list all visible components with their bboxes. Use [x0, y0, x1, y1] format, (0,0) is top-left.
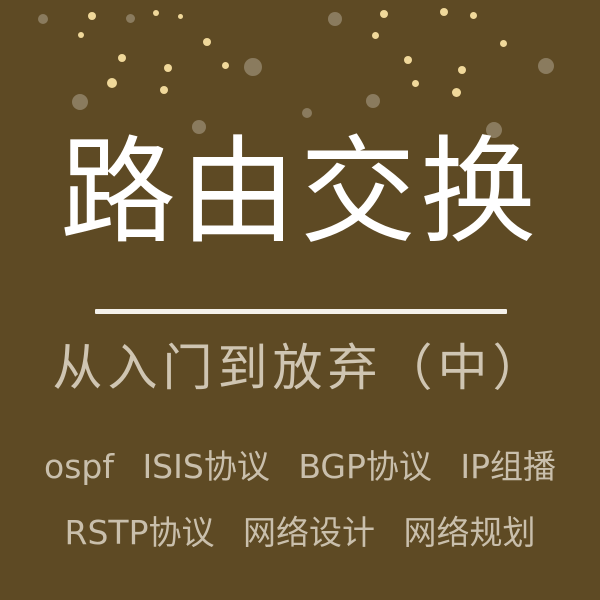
bokeh-dot	[302, 108, 312, 118]
bokeh-dot	[244, 58, 262, 76]
bokeh-dot	[500, 40, 507, 47]
bokeh-dot	[328, 12, 342, 26]
topic-network-planning: 网络规划	[403, 513, 535, 552]
bokeh-dot	[380, 10, 388, 18]
topic-ospf: ospf	[44, 447, 114, 486]
title-underline	[95, 309, 507, 314]
topic-rstp: RSTP协议	[65, 513, 215, 552]
bokeh-dot	[38, 14, 48, 24]
topic-isis: ISIS协议	[142, 447, 269, 486]
bokeh-dot	[118, 54, 126, 62]
bokeh-dot	[366, 94, 380, 108]
bokeh-dot	[178, 14, 183, 19]
bokeh-dot	[538, 58, 554, 74]
topics-line-1: ospf ISIS协议 BGP协议 IP组播	[0, 444, 600, 490]
bokeh-dot	[458, 66, 466, 74]
bokeh-dot	[72, 94, 88, 110]
bokeh-dot	[470, 12, 477, 19]
bokeh-dot	[372, 32, 379, 39]
bokeh-dot	[78, 32, 84, 38]
bokeh-dot	[107, 78, 117, 88]
cover-subtitle: 从入门到放弃（中）	[0, 332, 600, 404]
cover-title: 路由交换	[0, 118, 600, 268]
bokeh-dot	[440, 8, 448, 16]
bokeh-dot	[88, 12, 96, 20]
bokeh-dot	[164, 64, 172, 72]
bokeh-dot	[153, 10, 159, 16]
topics-line-2: RSTP协议 网络设计 网络规划	[0, 510, 600, 556]
bokeh-dot	[452, 88, 461, 97]
bokeh-dot	[160, 86, 168, 94]
bokeh-dot	[222, 62, 229, 69]
bokeh-dot	[203, 38, 211, 46]
topic-network-design: 网络设计	[243, 513, 375, 552]
topic-bgp: BGP协议	[298, 447, 432, 486]
bokeh-dot	[126, 14, 135, 23]
bokeh-dot	[412, 80, 419, 87]
topic-ip-multicast: IP组播	[460, 447, 556, 486]
bokeh-dot	[404, 56, 412, 64]
